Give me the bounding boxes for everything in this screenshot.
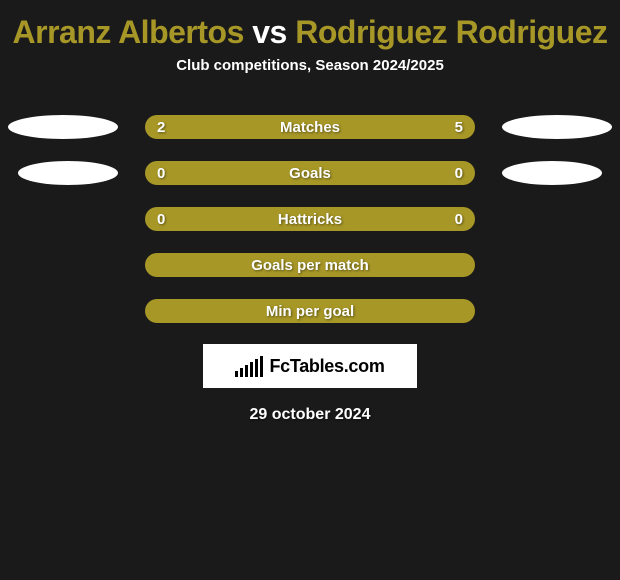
stat-rows: 25Matches 00Goals 00Hattricks Goals per mat… <box>0 104 620 334</box>
stat-bar: 00Hattricks <box>145 207 475 231</box>
player2-name: Rodriguez Rodriguez <box>295 14 607 50</box>
stat-row: Min per goal <box>0 288 620 334</box>
stat-bar: 25Matches <box>145 115 475 139</box>
fctables-logo: FcTables.com <box>203 344 417 388</box>
stat-label: Goals <box>145 161 475 185</box>
stat-row: 00Hattricks <box>0 196 620 242</box>
player1-badge-oval <box>18 161 118 185</box>
stat-row: 25Matches <box>0 104 620 150</box>
stat-bar: 00Goals <box>145 161 475 185</box>
stat-bar: Goals per match <box>145 253 475 277</box>
logo-bars-icon <box>235 356 263 377</box>
stat-row: Goals per match <box>0 242 620 288</box>
vs-text: vs <box>252 14 287 50</box>
stat-label: Hattricks <box>145 207 475 231</box>
stat-label: Matches <box>145 115 475 139</box>
logo-text: FcTables.com <box>269 356 384 377</box>
player2-badge-oval <box>502 115 612 139</box>
comparison-title: Arranz Albertos vs Rodriguez Rodriguez <box>0 0 620 57</box>
stat-label: Min per goal <box>145 299 475 323</box>
player1-badge-oval <box>8 115 118 139</box>
stat-bar: Min per goal <box>145 299 475 323</box>
date-text: 29 october 2024 <box>0 406 620 424</box>
subtitle: Club competitions, Season 2024/2025 <box>0 57 620 104</box>
player1-name: Arranz Albertos <box>13 14 244 50</box>
player2-badge-oval <box>502 161 602 185</box>
stat-label: Goals per match <box>145 253 475 277</box>
stat-row: 00Goals <box>0 150 620 196</box>
